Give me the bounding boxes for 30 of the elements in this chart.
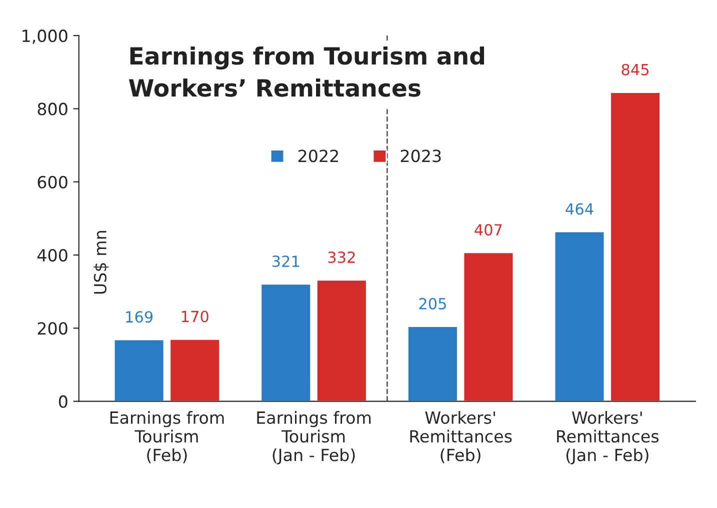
data-label: 407 <box>474 224 502 236</box>
bar <box>554 230 606 402</box>
data-label: 169 <box>126 311 153 323</box>
legend-label: 2023 <box>400 150 441 162</box>
data-label: 464 <box>566 203 594 215</box>
bar <box>316 279 368 402</box>
y-tick-label: 400 <box>37 248 68 262</box>
data-label: 845 <box>622 64 649 76</box>
x-tick-label: Workers' Remittances (Jan - Feb) <box>557 411 659 464</box>
bar <box>462 252 514 402</box>
data-label: 321 <box>272 256 300 268</box>
legend-label: 2022 <box>298 150 338 162</box>
text: Earnings from Tourism and Workers’ Remittances <box>128 46 484 97</box>
data-label: 332 <box>328 251 355 264</box>
x-tick-label: Workers' Remittances (Feb) <box>410 411 512 464</box>
y-tick-label: 1,000 <box>22 30 68 44</box>
bar <box>260 283 312 402</box>
y-tick-label: 800 <box>38 102 68 116</box>
y-tick-label: 0 <box>58 395 68 408</box>
data-label: 205 <box>419 298 446 310</box>
bar <box>169 338 221 402</box>
y-tick-label: 600 <box>38 176 68 188</box>
data-label: 170 <box>182 310 208 322</box>
bar <box>610 92 661 402</box>
bar <box>113 338 165 402</box>
bar <box>407 326 458 402</box>
x-tick-label: Earnings from Tourism (Feb) <box>110 411 224 464</box>
x-tick-label: Earnings from Tourism (Jan - Feb) <box>257 411 371 464</box>
y-tick-label: 200 <box>38 322 68 335</box>
y-axis-title: US$ mn <box>94 231 109 294</box>
